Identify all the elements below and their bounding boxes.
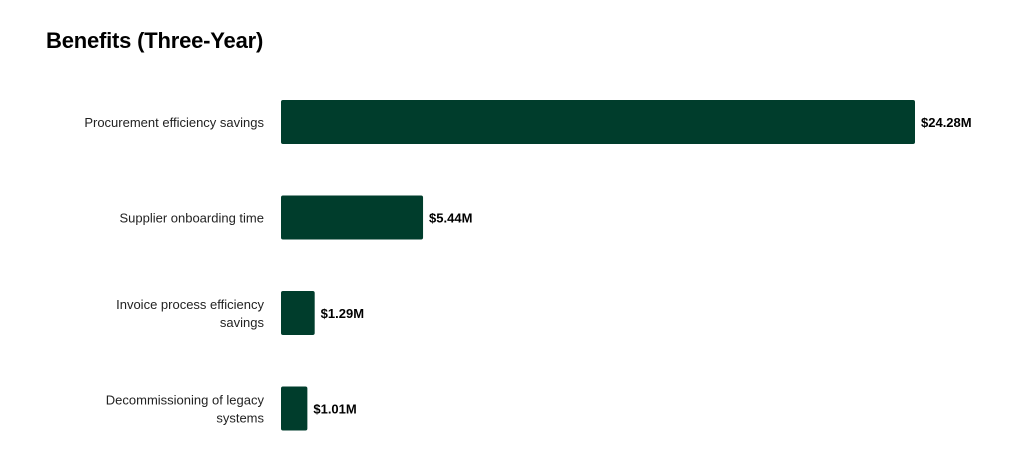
chart-title: Benefits (Three-Year) — [46, 28, 264, 53]
bar-2 — [281, 291, 315, 335]
value-label-1: $5.44M — [429, 211, 472, 226]
category-label-2-0: Invoice process efficiency — [116, 297, 264, 312]
category-label-3-1: systems — [216, 411, 264, 426]
value-label-3: $1.01M — [313, 402, 356, 417]
category-label-2-1: savings — [220, 315, 265, 330]
category-label-1-0: Supplier onboarding time — [119, 211, 264, 226]
bar-0 — [281, 100, 915, 144]
category-label-0-0: Procurement efficiency savings — [84, 115, 264, 130]
value-label-0: $24.28M — [921, 115, 972, 130]
bar-3 — [281, 386, 308, 431]
bar-1 — [281, 195, 424, 240]
value-label-2: $1.29M — [321, 306, 364, 321]
category-label-3-0: Decommissioning of legacy — [106, 393, 265, 408]
